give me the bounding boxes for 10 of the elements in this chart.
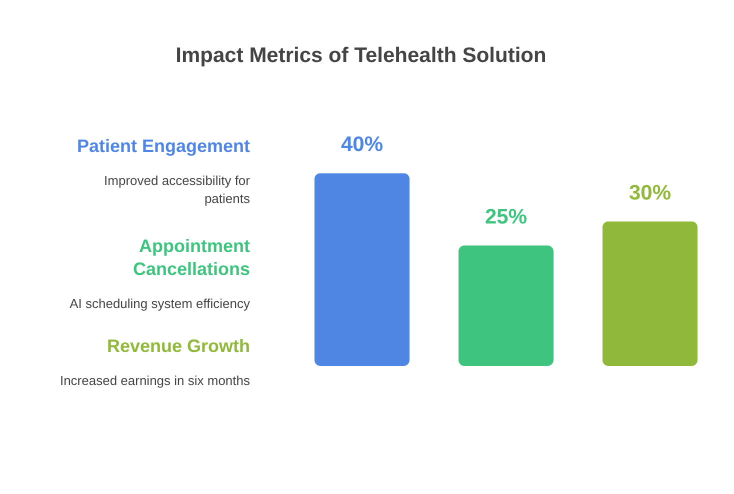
text: Revenue Growth [106,336,250,356]
data-label: 25% [484,205,528,228]
text: Appointment Cancellations [132,236,250,279]
text: Improved accessibility for patients [104,173,251,206]
text: Patient Engagement [76,136,250,156]
text: Increased earnings in six months [60,373,250,388]
data-label: 30% [628,181,672,204]
text: AI scheduling system efficiency [70,296,250,311]
data-label: 40% [340,133,384,156]
chart-title: Impact Metrics of Telehealth Solution [176,44,546,67]
